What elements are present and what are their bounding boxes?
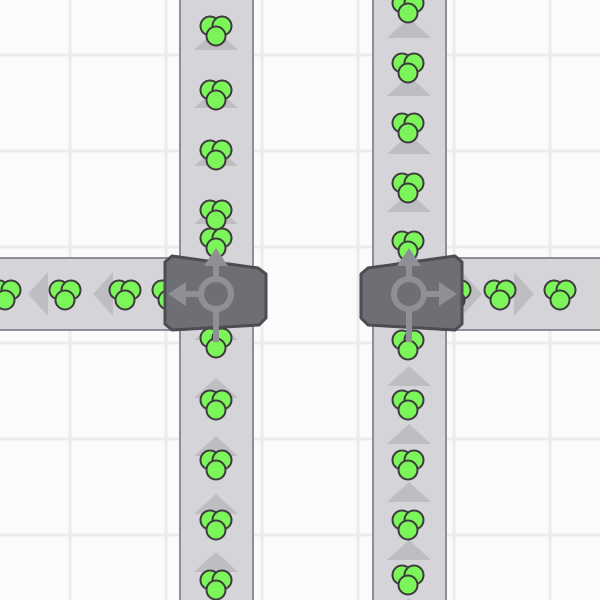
green-circle-item bbox=[391, 389, 425, 421]
green-circle-item bbox=[199, 509, 233, 541]
green-circle-item bbox=[0, 279, 22, 311]
splitters bbox=[163, 248, 464, 342]
belt-arrow-icon bbox=[387, 482, 431, 502]
belt-arrow-icon bbox=[28, 272, 48, 316]
green-circle-item bbox=[199, 389, 233, 421]
belt-arrow-icon bbox=[387, 76, 431, 96]
green-circle-item bbox=[199, 15, 233, 47]
splitter-arrows-icon bbox=[168, 248, 234, 342]
belt-arrow-icon bbox=[93, 272, 113, 316]
green-circle-item bbox=[391, 0, 425, 24]
green-circle-item bbox=[199, 199, 233, 231]
belt-arrow-icon bbox=[387, 424, 431, 444]
belt-arrow-icon bbox=[387, 366, 431, 386]
belt-arrow-icon bbox=[194, 552, 238, 572]
belt-arrow-icon bbox=[387, 18, 431, 38]
belt-arrow-icon bbox=[194, 494, 238, 514]
green-circle-item bbox=[108, 279, 142, 311]
green-circle-item bbox=[391, 172, 425, 204]
green-circle-item bbox=[199, 139, 233, 171]
green-circle-item bbox=[543, 279, 577, 311]
green-circle-item bbox=[199, 79, 233, 111]
belt-arrow-icon bbox=[387, 540, 431, 560]
items bbox=[0, 0, 577, 600]
green-circle-item bbox=[48, 279, 82, 311]
green-circle-item bbox=[199, 449, 233, 481]
green-circle-item bbox=[391, 509, 425, 541]
green-circle-item bbox=[391, 52, 425, 84]
belt-arrow-icon bbox=[514, 272, 534, 316]
splitter-right[interactable] bbox=[359, 248, 464, 342]
splitter-left[interactable] bbox=[163, 248, 268, 342]
green-circle-item bbox=[391, 564, 425, 596]
belt-arrow-icon bbox=[387, 134, 431, 154]
green-circle-item bbox=[483, 279, 517, 311]
green-circle-item bbox=[391, 112, 425, 144]
green-circle-item bbox=[391, 449, 425, 481]
splitter-arrows-icon bbox=[391, 248, 457, 342]
